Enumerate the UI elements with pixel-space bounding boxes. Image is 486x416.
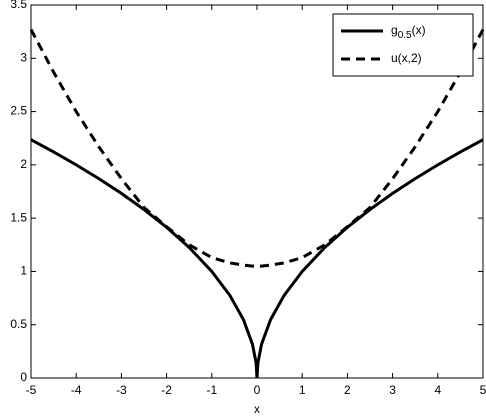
x-axis-label: x <box>254 402 260 416</box>
y-tick-label: 0 <box>20 370 27 384</box>
x-tick-label: 4 <box>434 383 441 397</box>
x-tick-label: 3 <box>389 383 396 397</box>
y-tick-label: 3.5 <box>10 0 27 11</box>
x-tick-label: 1 <box>299 383 306 397</box>
y-tick-label: 2 <box>20 157 27 171</box>
x-tick-label: -3 <box>116 383 127 397</box>
x-tick-label: 5 <box>480 383 486 397</box>
y-tick-label: 3 <box>20 50 27 64</box>
x-tick-label: 2 <box>344 383 351 397</box>
x-tick-label: -2 <box>161 383 172 397</box>
data-line <box>30 138 484 379</box>
y-tick-label: 2.5 <box>10 104 27 118</box>
y-tick-label: 1 <box>20 264 27 278</box>
x-tick-label: 0 <box>254 383 261 397</box>
legend-label-part: g <box>391 23 398 37</box>
legend-label: u(x,2) <box>391 51 422 65</box>
legend-box <box>332 13 474 77</box>
y-tick-label: 1.5 <box>10 210 27 224</box>
data-line <box>29 28 485 268</box>
legend-label: g0.5(x) <box>391 23 426 40</box>
x-tick-label: -5 <box>26 383 37 397</box>
x-tick-label: -4 <box>71 383 82 397</box>
y-tick-label: 0.5 <box>10 317 27 331</box>
x-tick-label: -1 <box>206 383 217 397</box>
legend-label-part: (x) <box>412 23 426 37</box>
legend-label-sub: 0.5 <box>398 30 412 41</box>
